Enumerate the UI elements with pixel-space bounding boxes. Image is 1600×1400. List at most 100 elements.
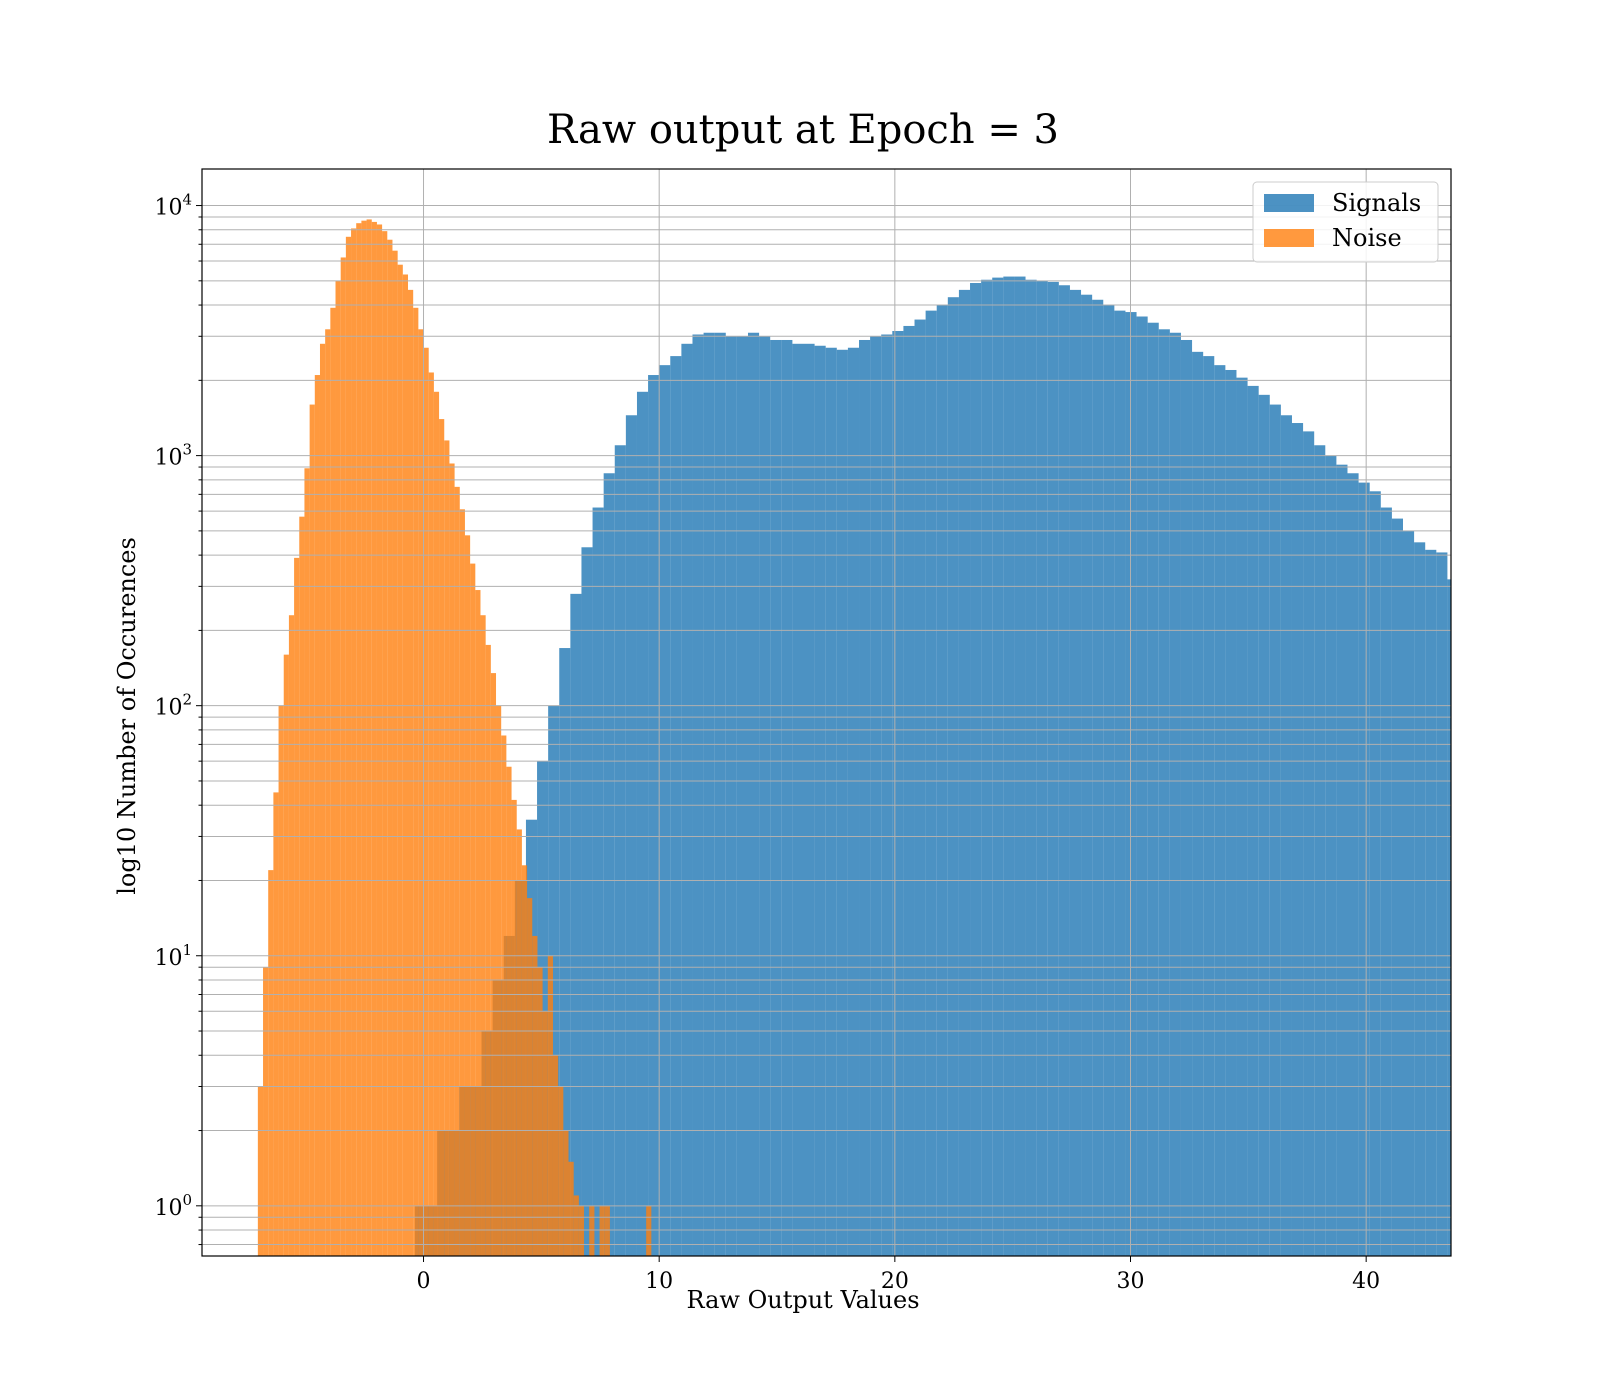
signals-bar [825,347,837,1256]
signals-bar [1192,351,1204,1256]
noise-bar [537,967,543,1256]
signals-bar [870,336,882,1256]
signals-bar [1058,285,1070,1256]
signals-bar [847,347,860,1256]
signals-bar [781,339,793,1256]
noise-bar [319,343,326,1256]
x-tick-label: 20 [881,1269,909,1294]
signals-bar [1169,332,1181,1256]
noise-bar [552,1055,559,1256]
signals-bar [714,332,726,1256]
y-tick-exponent: 3 [182,441,192,459]
x-tick-label: 30 [1117,1269,1145,1294]
noise-bar [542,1011,548,1256]
grid-lines [202,169,1451,1256]
noise-bar [578,1205,585,1256]
noise-bar [263,967,269,1256]
noise-bar [470,563,476,1256]
signals-legend-swatch [1264,194,1314,212]
signals-bar [792,343,804,1256]
x-tick-label: 0 [417,1269,431,1294]
noise-bar [573,1195,579,1256]
noise-bar [547,955,553,1256]
signals-bar [1081,294,1093,1256]
signals-bar [903,325,915,1256]
y-tick-exponent: 0 [182,1191,192,1209]
signals-bar [814,345,826,1256]
signals-bar [1036,280,1048,1256]
noise-bar [646,1205,652,1256]
noise-bar [387,239,393,1256]
noise-bar [402,274,408,1256]
legend: Signals Noise [1252,181,1439,263]
signals-bar [1325,455,1337,1256]
noise-bar [309,404,315,1256]
noise-bar [480,615,486,1256]
y-tick-base: 10 [154,696,182,721]
x-axis-ticks: 0 10 20 30 40 [417,1256,1380,1294]
noise-bar [423,347,429,1256]
noise-bar [382,231,388,1256]
noise-bar [439,419,445,1256]
noise-bar [485,644,491,1256]
signals-bar [992,277,1004,1256]
noise-bar [496,705,502,1256]
signals-bar [1369,491,1381,1256]
signals-bar [970,283,982,1256]
noise-bar [527,898,533,1256]
signals-bar [1347,473,1359,1256]
noise-bar [366,219,372,1256]
signals-bar [1314,445,1326,1256]
signals-bar [914,319,926,1256]
y-tick-exponent: 2 [182,691,192,709]
signals-bar [836,349,848,1256]
signals-bar [1280,415,1292,1256]
noise-bar [428,372,434,1256]
noise-bar [454,486,460,1256]
signals-bar [803,343,815,1256]
signals-bar [1380,507,1392,1256]
signals-bar [1025,279,1037,1256]
signals-bar [981,279,993,1256]
signals-bar [1403,530,1415,1256]
signals-bar [670,356,682,1256]
noise-bar [511,799,517,1256]
noise-bar [459,509,465,1256]
signals-bar [759,336,771,1256]
y-tick-label: 100 [154,1191,192,1221]
x-tick-label: 10 [645,1269,673,1294]
noise-bar [563,1130,569,1256]
noise-bar [345,236,352,1256]
signals-bar [681,343,693,1256]
signals-bar [859,339,871,1256]
noise-bar [356,223,362,1256]
y-tick-base: 10 [154,946,182,971]
signals-bar [947,297,959,1256]
signals-bar [636,391,649,1256]
signals-bar [1425,549,1437,1256]
signals-bar [1236,377,1248,1256]
noise-bar [330,307,336,1256]
noise-bar [351,228,357,1256]
x-tick-label: 40 [1352,1269,1380,1294]
noise-bar [294,557,300,1256]
signals-bar [1114,310,1126,1256]
signals-bar [648,375,660,1256]
signals-bar [559,648,571,1256]
y-tick-label: 103 [154,441,192,471]
signals-bar [1358,482,1370,1256]
signals-bar [603,473,615,1256]
signals-bar [592,507,604,1256]
signals-bar [1092,299,1104,1256]
signals-bar [736,336,748,1256]
y-tick-exponent: 1 [182,941,192,959]
signals-bar [570,593,582,1256]
noise-bar [376,224,383,1256]
signals-bar [1303,431,1315,1256]
noise-bar [288,615,295,1256]
signals-bar [703,332,715,1256]
y-axis-label: log10 Number of Occurences [113,537,141,895]
noise-bar [361,220,367,1256]
